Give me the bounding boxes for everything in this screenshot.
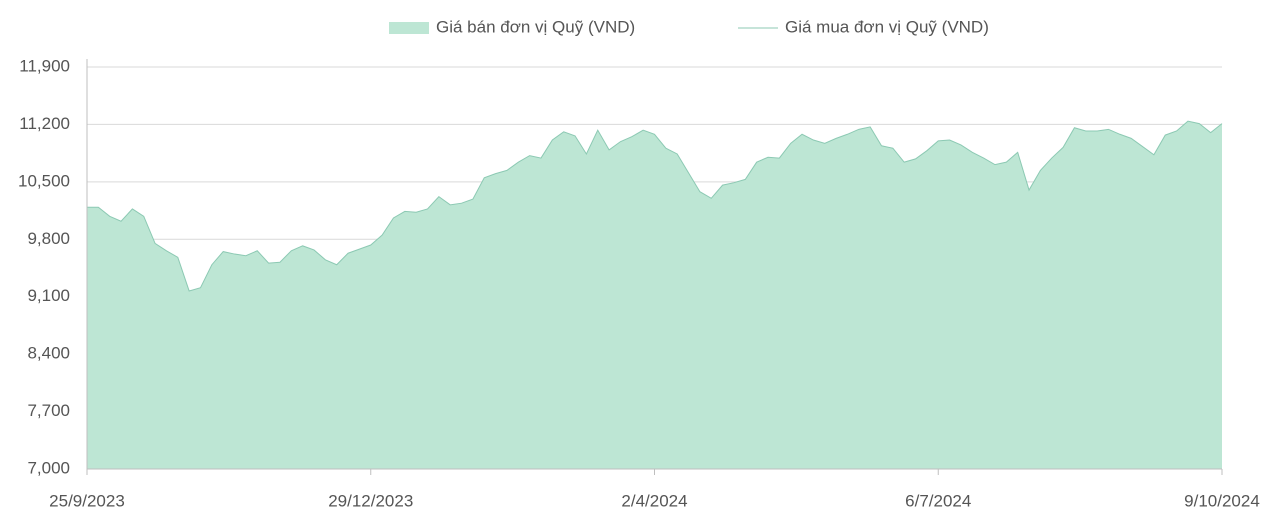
legend-label: Giá bán đơn vị Quỹ (VND) — [436, 17, 635, 36]
y-tick-label: 9,800 — [27, 229, 70, 248]
y-tick-label: 7,700 — [27, 401, 70, 420]
y-tick-label: 7,000 — [27, 458, 70, 477]
x-tick-label: 9/10/2024 — [1184, 491, 1260, 510]
y-tick-label: 8,400 — [27, 344, 70, 363]
y-tick-label: 11,200 — [19, 114, 70, 133]
x-tick-label: 6/7/2024 — [905, 491, 971, 510]
legend-label: Giá mua đơn vị Quỹ (VND) — [785, 17, 989, 36]
x-tick-label: 2/4/2024 — [621, 491, 687, 510]
x-tick-label: 25/9/2023 — [49, 491, 125, 510]
area — [87, 121, 1222, 469]
x-tick-label: 29/12/2023 — [328, 491, 413, 510]
line — [87, 120, 1223, 292]
legend-swatch — [389, 22, 429, 34]
y-tick-label: 11,900 — [19, 56, 70, 75]
y-tick-label: 9,100 — [27, 286, 70, 305]
y-tick-label: 10,500 — [18, 171, 70, 190]
